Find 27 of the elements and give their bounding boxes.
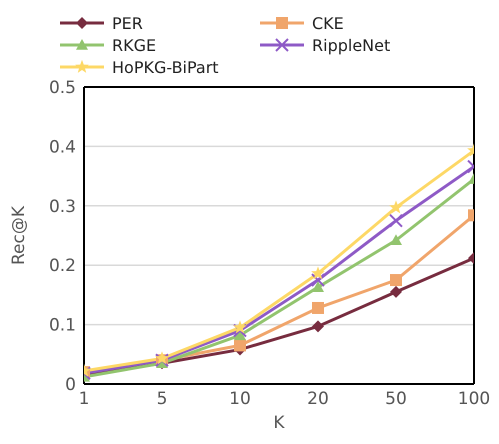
x-axis-title: K [273,413,286,433]
point [234,339,246,352]
x-tick-label: 20 [307,389,329,410]
x-tick-label: 10 [229,389,251,410]
legend-label: HoPKG-BiPart [112,58,219,76]
point [311,273,325,288]
y-tick-label: 0 [65,375,76,396]
legend-label: CKE [312,14,344,32]
point [312,320,324,332]
legend-label: PER [112,14,143,32]
y-tick-label: 0.3 [48,196,76,217]
point [312,302,324,314]
x-tick-label: 50 [385,389,407,410]
point [311,266,325,280]
legend-label: RippleNet [312,36,390,54]
point [312,281,324,292]
y-tick-label: 0.4 [48,137,76,158]
y-tick-label: 0.5 [48,78,76,98]
legend-label: RKGE [112,36,156,54]
x-tick-label: 5 [156,389,168,410]
y-tick-label: 0.1 [48,316,76,336]
y-axis-title: Rec@K [9,205,30,266]
y-tick-label: 0.2 [48,256,76,276]
point [233,320,247,334]
x-tick-label: 100 [458,389,490,410]
point [233,324,247,338]
x-tick-label: 1 [78,389,90,410]
